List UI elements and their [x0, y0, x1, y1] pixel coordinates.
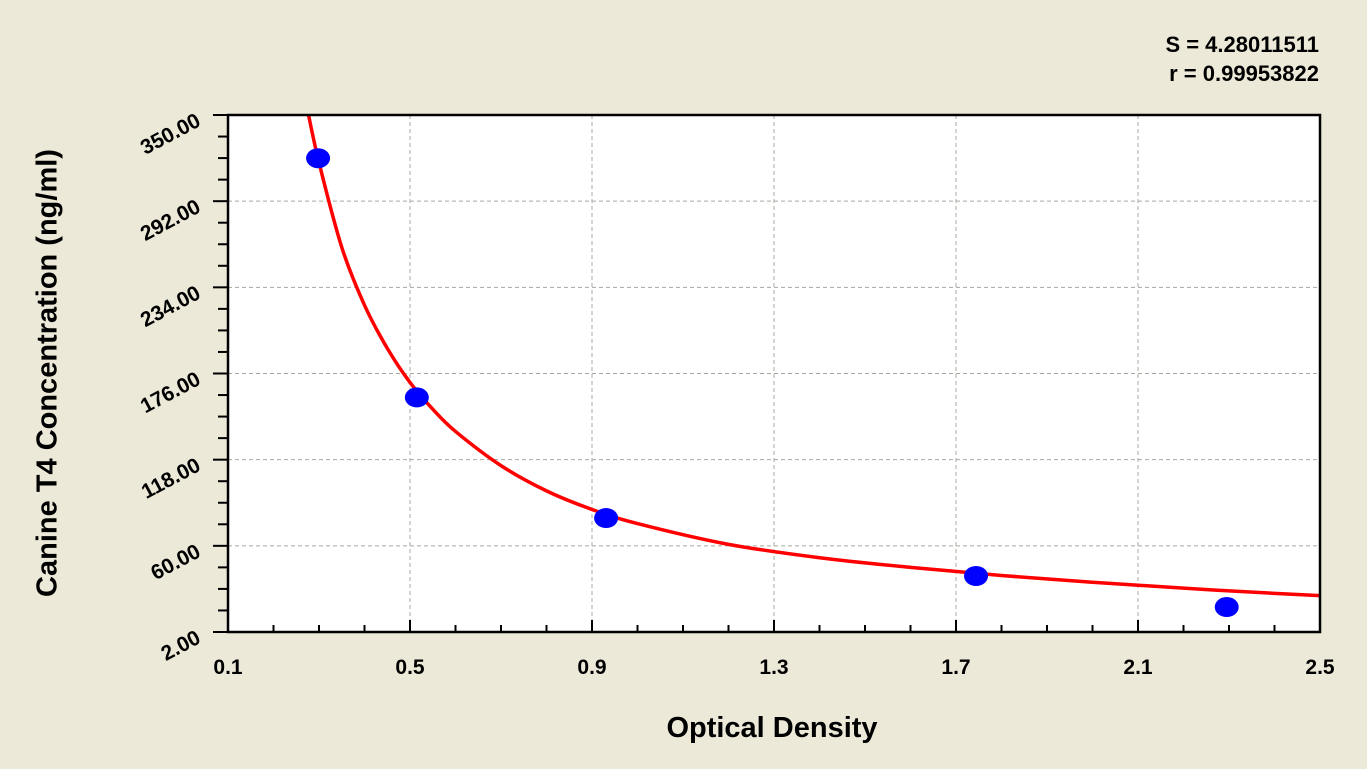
x-tick-label: 0.5 [395, 656, 425, 679]
fit-statistics: S = 4.28011511 r = 0.99953822 [1165, 30, 1319, 88]
y-tick-label: 234.00 [137, 281, 205, 331]
y-tick-label: 118.00 [138, 454, 204, 504]
y-tick-label: 176.00 [137, 368, 205, 418]
x-tick-label: 0.9 [577, 656, 606, 679]
x-tick-label: 2.1 [1123, 656, 1153, 679]
y-tick-label: 2.00 [157, 626, 204, 665]
plot-frame [226, 113, 1322, 634]
y-tick-labels: 2.00 60.00 118.00 176.00 234.00 292.00 350.00 [137, 109, 205, 665]
s-value: S = 4.28011511 [1165, 32, 1319, 57]
y-tick-label: 60.00 [147, 540, 204, 585]
data-point [404, 387, 429, 408]
x-tick-label: 1.7 [941, 656, 970, 679]
x-tick-label: 2.5 [1305, 656, 1335, 679]
x-tick-label: 0.1 [213, 656, 243, 679]
data-point [306, 148, 331, 169]
fitted-curve [306, 114, 1321, 598]
y-tick-label: 350.00 [137, 109, 205, 159]
data-points [306, 148, 1239, 618]
x-axis-label: Optical Density [666, 712, 878, 744]
data-point [1214, 597, 1239, 618]
curve-path [306, 114, 1321, 598]
x-tick-labels: 0.1 0.5 0.9 1.3 1.7 2.1 2.5 [213, 656, 1335, 679]
data-point [964, 565, 989, 586]
y-tick-label: 292.00 [137, 195, 205, 245]
gridlines [228, 115, 1320, 632]
x-tick-label: 1.3 [759, 656, 788, 679]
r-value: r = 0.99953822 [1169, 61, 1319, 86]
data-point [594, 508, 619, 529]
